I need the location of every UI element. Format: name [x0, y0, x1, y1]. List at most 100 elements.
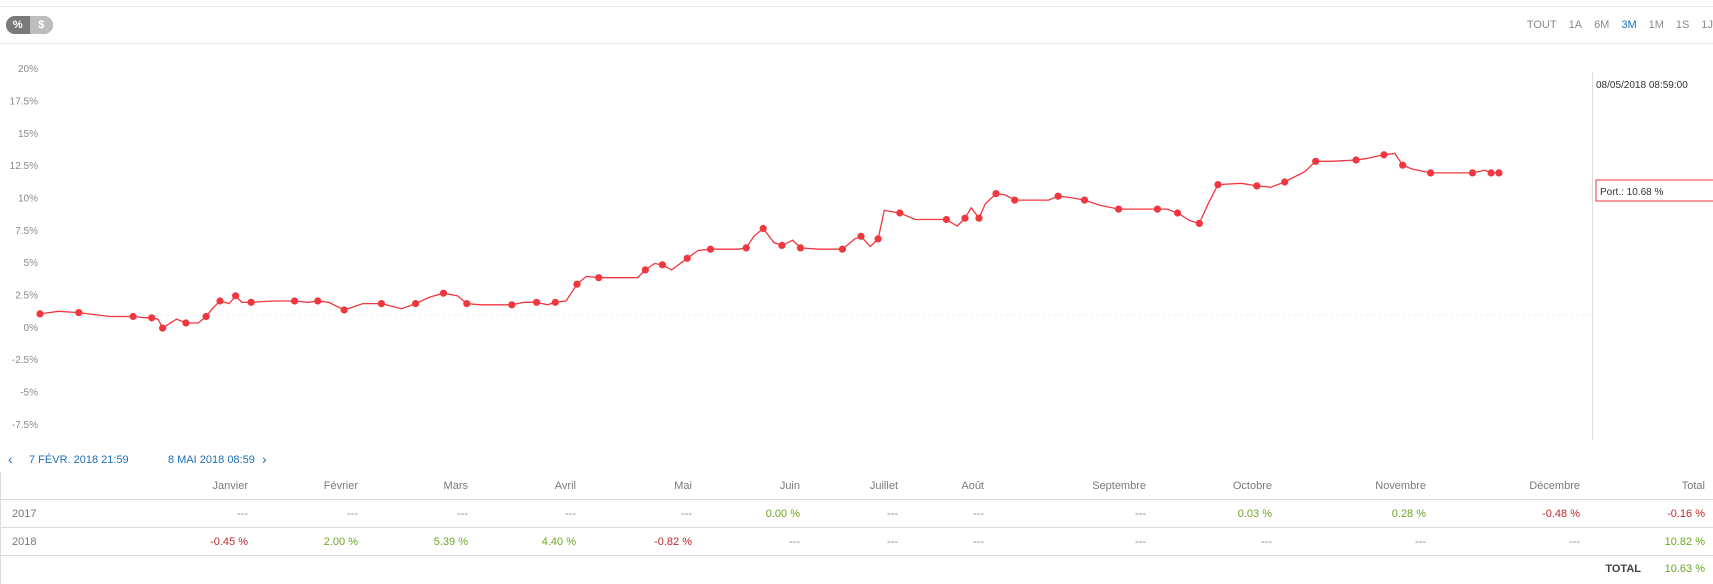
range-option-tout[interactable]: TOUT: [1526, 19, 1557, 31]
table-cell: ---: [992, 527, 1154, 556]
data-point[interactable]: [75, 309, 83, 317]
chevron-left-icon[interactable]: ‹: [8, 451, 13, 467]
dollar-toggle-button[interactable]: $: [29, 16, 53, 34]
chart-toolbar: % $ TOUT 1A 6M 3M 1M 1S 1J: [0, 6, 1713, 44]
data-point[interactable]: [838, 245, 847, 253]
y-tick-label: -7.5%: [12, 420, 38, 431]
range-option-1a[interactable]: 1A: [1568, 19, 1583, 31]
data-point[interactable]: [942, 215, 951, 224]
data-point[interactable]: [796, 244, 805, 252]
data-point[interactable]: [439, 289, 448, 297]
data-point[interactable]: [1174, 209, 1182, 217]
data-point[interactable]: [463, 300, 471, 308]
data-point[interactable]: [742, 244, 750, 252]
data-point[interactable]: [290, 297, 299, 305]
nav-start-date[interactable]: 7 FÉVR. 2018 21:59: [29, 454, 129, 466]
header-avril: Avril: [476, 472, 584, 500]
data-point[interactable]: [1011, 196, 1019, 204]
data-point[interactable]: [1253, 182, 1261, 190]
data-point[interactable]: [658, 261, 667, 269]
data-point[interactable]: [202, 312, 210, 321]
data-point[interactable]: [1115, 205, 1123, 213]
tooltip-label: Port.: 10.68 %: [1600, 187, 1663, 198]
data-point[interactable]: [129, 312, 137, 321]
data-point[interactable]: [778, 241, 786, 249]
data-point[interactable]: [314, 297, 322, 305]
data-point[interactable]: [508, 301, 516, 309]
data-point[interactable]: [247, 298, 255, 306]
data-point[interactable]: [961, 214, 969, 222]
table-header-row: Janvier Février Mars Avril Mai Juin Juillet Aoû…: [0, 472, 1713, 500]
table-cell: ---: [906, 527, 992, 556]
range-option-1j[interactable]: 1J: [1701, 19, 1713, 31]
data-point[interactable]: [1468, 169, 1477, 177]
data-point[interactable]: [1153, 205, 1161, 213]
data-point[interactable]: [1195, 219, 1203, 227]
table-cell: -0.82 %: [584, 527, 700, 556]
data-point[interactable]: [1427, 169, 1435, 177]
data-point[interactable]: [1495, 169, 1503, 177]
data-point[interactable]: [1487, 169, 1495, 177]
range-option-3m[interactable]: 3M: [1621, 19, 1637, 31]
data-point[interactable]: [975, 214, 983, 222]
nav-end-date[interactable]: 8 MAI 2018 08:59: [168, 454, 255, 466]
range-option-1s[interactable]: 1S: [1675, 19, 1690, 31]
range-option-1m[interactable]: 1M: [1648, 19, 1664, 31]
chevron-right-icon[interactable]: ›: [262, 451, 267, 467]
table-row: 2017 --- --- --- --- --- 0.00 % --- --- --- 0.03 %…: [0, 499, 1713, 528]
performance-chart: 20% 17.5% 15% 12.5% 10% 7.5% 5% 2.5% 0% -2.5% -5% -…: [10, 64, 1713, 440]
data-point[interactable]: [857, 232, 865, 240]
table-cell: ---: [1280, 527, 1434, 556]
y-tick-label: 5%: [24, 258, 39, 269]
data-point[interactable]: [148, 314, 156, 322]
data-point[interactable]: [992, 190, 1000, 198]
data-point[interactable]: [1281, 178, 1289, 186]
data-point[interactable]: [1380, 151, 1388, 159]
data-point[interactable]: [232, 292, 240, 300]
y-tick-label: 15%: [18, 129, 38, 140]
header-year: [0, 472, 80, 500]
range-option-6m[interactable]: 6M: [1594, 19, 1610, 31]
data-point[interactable]: [595, 274, 603, 282]
data-point[interactable]: [573, 280, 581, 288]
data-point[interactable]: [1080, 196, 1089, 204]
data-point[interactable]: [533, 298, 541, 306]
header-octobre: Octobre: [1154, 472, 1280, 500]
data-point[interactable]: [1352, 156, 1360, 164]
data-point[interactable]: [551, 298, 559, 306]
header-juin: Juin: [700, 472, 808, 500]
table-cell: 4.40 %: [476, 527, 584, 556]
data-point[interactable]: [683, 254, 691, 262]
data-point[interactable]: [340, 306, 348, 314]
unit-toggle[interactable]: % $: [6, 16, 53, 34]
table-cell: ---: [476, 499, 584, 528]
data-point[interactable]: [706, 245, 715, 253]
data-point[interactable]: [759, 224, 767, 233]
series-line: [39, 152, 1499, 330]
data-point[interactable]: [36, 310, 44, 318]
table-cell: 0.03 %: [1154, 499, 1280, 528]
total-row: TOTAL 10.63 %: [1513, 555, 1713, 583]
data-point[interactable]: [216, 297, 224, 305]
header-février: Février: [256, 472, 366, 500]
y-tick-label: 12.5%: [10, 161, 38, 172]
data-point[interactable]: [182, 319, 190, 327]
y-tick-label: 10%: [18, 194, 38, 205]
data-point[interactable]: [641, 266, 649, 274]
y-tick-label: 17.5%: [10, 97, 38, 108]
data-point[interactable]: [1312, 157, 1320, 165]
monthly-performance-table: Janvier Février Mars Avril Mai Juin Juillet Aoû…: [0, 472, 1713, 556]
data-point[interactable]: [874, 235, 882, 243]
row-year: 2018: [0, 527, 80, 556]
data-point[interactable]: [1214, 181, 1222, 189]
data-point[interactable]: [159, 324, 167, 332]
data-point[interactable]: [1399, 161, 1407, 169]
table-cell: ---: [808, 499, 906, 528]
data-point[interactable]: [896, 209, 904, 217]
percent-toggle-button[interactable]: %: [6, 16, 30, 34]
y-tick-label: 2.5%: [15, 291, 38, 302]
table-cell: -0.48 %: [1434, 499, 1588, 528]
data-point[interactable]: [377, 300, 385, 308]
data-point[interactable]: [412, 300, 420, 308]
data-point[interactable]: [1054, 192, 1062, 200]
